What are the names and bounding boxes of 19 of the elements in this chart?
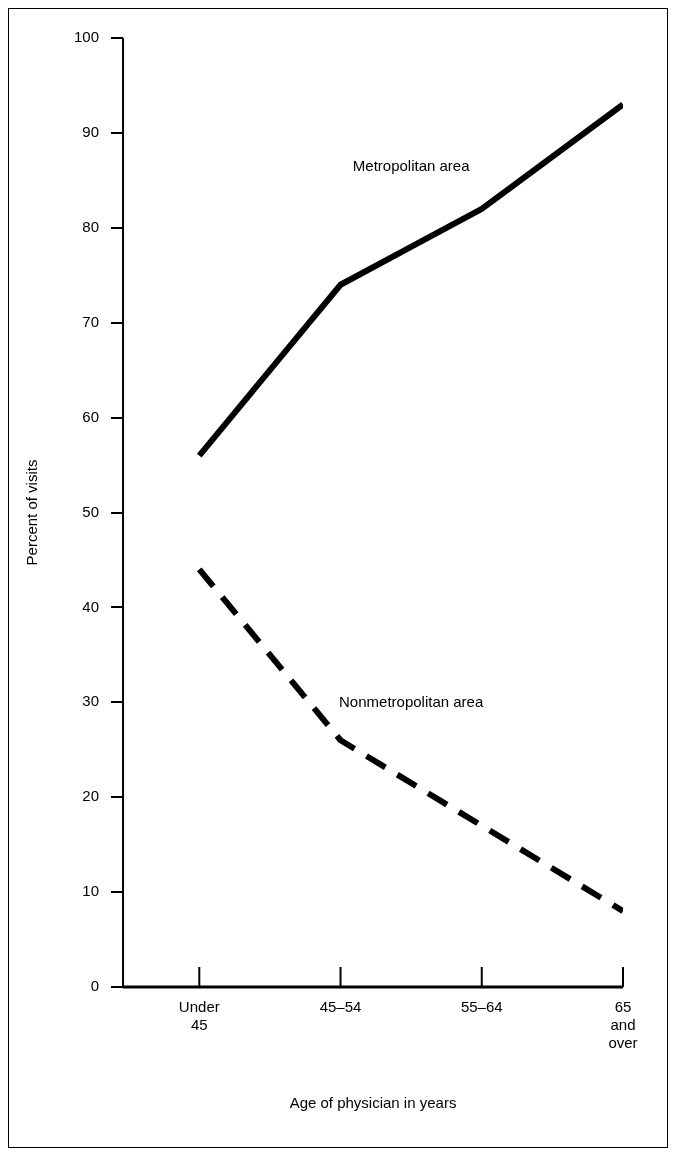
x-tick-label: 55–64 <box>460 998 503 1016</box>
y-tick-label: 80 <box>82 217 100 235</box>
series-label: Nonmetropolitan area <box>339 693 484 711</box>
y-tick-label: 60 <box>82 407 100 425</box>
y-tick-label: 0 <box>90 977 100 995</box>
text: Metropolitan area <box>352 156 471 174</box>
y-tick-label: 10 <box>82 882 100 900</box>
y-tick-label: 30 <box>82 692 100 710</box>
x-axis-title: Age of physician in years <box>289 1094 457 1112</box>
y-tick-label: 50 <box>82 502 100 520</box>
x-tick-label: 45–54 <box>319 998 362 1016</box>
x-tick-label: 65 and over <box>608 998 638 1052</box>
x-tick-label: Under 45 <box>178 998 220 1034</box>
y-tick-label: 40 <box>82 597 100 615</box>
y-tick-label: 100 <box>74 28 100 46</box>
y-tick-label: 70 <box>82 312 100 330</box>
y-axis-title: Percent of visits <box>23 459 41 566</box>
y-tick-label: 20 <box>82 787 100 805</box>
y-tick-label: 90 <box>82 123 100 141</box>
